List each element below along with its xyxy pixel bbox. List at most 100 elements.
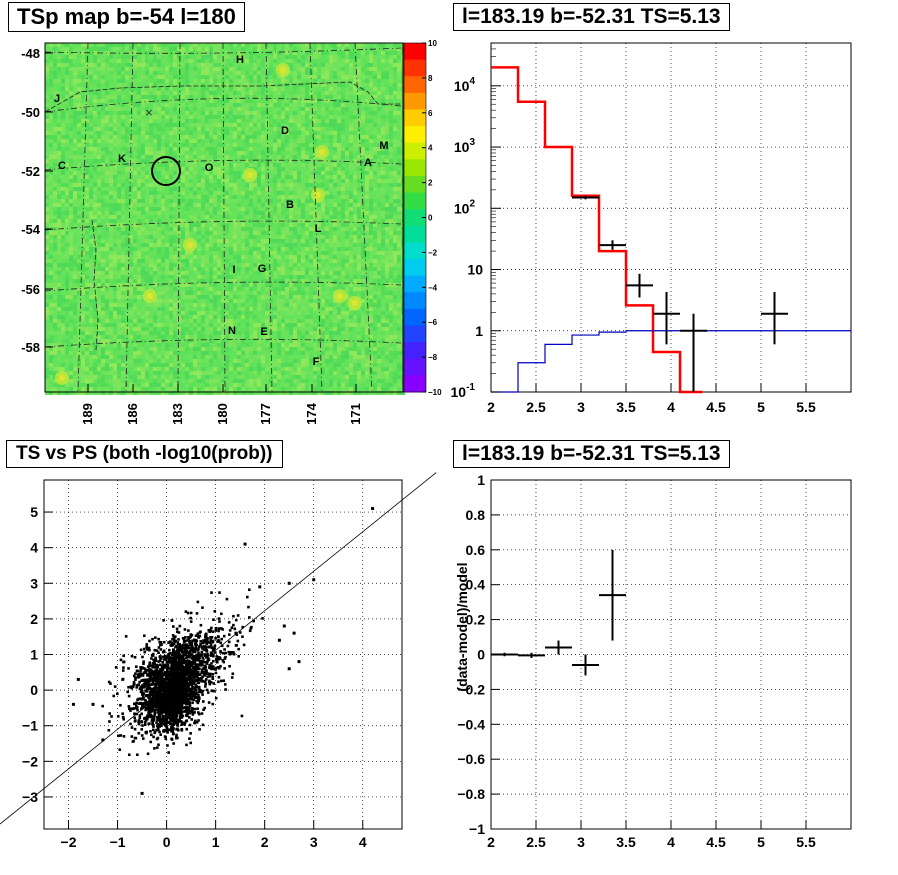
heatmap-cell bbox=[89, 75, 93, 79]
heatmap-cell bbox=[337, 139, 341, 143]
heatmap-cell bbox=[65, 167, 69, 171]
heatmap-cell bbox=[349, 167, 353, 171]
heatmap-cell bbox=[253, 107, 257, 111]
heatmap-cell bbox=[205, 183, 209, 187]
heatmap-cell bbox=[265, 223, 269, 227]
heatmap-cell bbox=[149, 171, 153, 175]
heatmap-cell bbox=[257, 67, 261, 71]
heatmap-cell bbox=[237, 95, 241, 99]
heatmap-cell bbox=[49, 75, 53, 79]
heatmap-cell bbox=[253, 247, 257, 251]
heatmap-cell bbox=[193, 87, 197, 91]
heatmap-cell bbox=[89, 107, 93, 111]
heatmap-cell bbox=[93, 199, 97, 203]
heatmap-cell bbox=[137, 67, 141, 71]
heatmap-cell bbox=[209, 211, 213, 215]
heatmap-cell bbox=[377, 155, 381, 159]
heatmap-cell bbox=[281, 83, 285, 87]
heatmap-cell bbox=[229, 191, 233, 195]
heatmap-cell bbox=[297, 67, 301, 71]
heatmap-cell bbox=[341, 259, 345, 263]
heatmap-cell bbox=[141, 51, 145, 55]
heatmap-cell bbox=[249, 103, 253, 107]
heatmap-cell bbox=[305, 155, 309, 159]
heatmap-cell bbox=[61, 75, 65, 79]
heatmap-cell bbox=[185, 135, 189, 139]
heatmap-cell bbox=[321, 143, 325, 147]
heatmap-cell bbox=[293, 59, 297, 63]
heatmap-cell bbox=[349, 243, 353, 247]
heatmap-cell bbox=[125, 71, 129, 75]
heatmap-cell bbox=[353, 111, 357, 115]
heatmap-cell bbox=[333, 151, 337, 155]
heatmap-cell bbox=[93, 155, 97, 159]
heatmap-cell bbox=[265, 235, 269, 239]
heatmap-cell bbox=[289, 171, 293, 175]
heatmap-cell bbox=[53, 79, 57, 83]
heatmap-cell bbox=[313, 99, 317, 103]
heatmap-cell bbox=[97, 75, 101, 79]
heatmap-cell bbox=[145, 227, 149, 231]
heatmap-cell bbox=[177, 139, 181, 143]
heatmap-cell bbox=[241, 179, 245, 183]
heatmap-cell bbox=[177, 191, 181, 195]
heatmap-cell bbox=[245, 43, 249, 47]
heatmap-cell bbox=[205, 171, 209, 175]
heatmap-cell bbox=[117, 99, 121, 103]
heatmap-cell bbox=[129, 131, 133, 135]
heatmap-cell bbox=[357, 55, 361, 59]
heatmap-cell bbox=[377, 203, 381, 207]
heatmap-cell bbox=[153, 135, 157, 139]
heatmap-cell bbox=[197, 207, 201, 211]
heatmap-cell bbox=[77, 247, 81, 251]
heatmap-cell bbox=[341, 123, 345, 127]
heatmap-cell bbox=[85, 111, 89, 115]
heatmap-cell bbox=[193, 131, 197, 135]
heatmap-cell bbox=[197, 87, 201, 91]
heatmap-cell bbox=[233, 135, 237, 139]
heatmap-cell bbox=[161, 187, 165, 191]
heatmap-cell bbox=[357, 51, 361, 55]
heatmap-cell bbox=[389, 75, 393, 79]
heatmap-cell bbox=[101, 243, 105, 247]
heatmap-cell bbox=[273, 127, 277, 131]
heatmap-cell bbox=[49, 67, 53, 71]
heatmap-cell bbox=[205, 59, 209, 63]
heatmap-cell bbox=[297, 183, 301, 187]
heatmap-cell bbox=[377, 67, 381, 71]
heatmap-cell bbox=[61, 131, 65, 135]
heatmap-cell bbox=[125, 179, 129, 183]
heatmap-cell bbox=[293, 231, 297, 235]
heatmap-cell bbox=[229, 199, 233, 203]
heatmap-cell bbox=[113, 99, 117, 103]
heatmap-cell bbox=[117, 63, 121, 67]
heatmap-cell bbox=[197, 251, 201, 255]
heatmap-cell bbox=[109, 47, 113, 51]
heatmap-cell bbox=[213, 47, 217, 51]
heatmap-cell bbox=[385, 139, 389, 143]
heatmap-cell bbox=[77, 239, 81, 243]
heatmap-cell bbox=[241, 235, 245, 239]
heatmap-cell bbox=[133, 183, 137, 187]
heatmap-cell bbox=[317, 43, 321, 47]
heatmap-cell bbox=[161, 151, 165, 155]
heatmap-cell bbox=[349, 107, 353, 111]
heatmap-cell bbox=[141, 111, 145, 115]
heatmap-cell bbox=[313, 155, 317, 159]
heatmap-cell bbox=[305, 251, 309, 255]
heatmap-cell bbox=[253, 179, 257, 183]
heatmap-cell bbox=[357, 215, 361, 219]
heatmap-cell bbox=[189, 255, 193, 259]
heatmap-cell bbox=[369, 83, 373, 87]
heatmap-cell bbox=[393, 75, 397, 79]
heatmap-cell bbox=[345, 255, 349, 259]
heatmap-cell bbox=[105, 167, 109, 171]
heatmap-cell bbox=[141, 259, 145, 263]
heatmap-cell bbox=[169, 223, 173, 227]
heatmap-cell bbox=[285, 135, 289, 139]
heatmap-cell bbox=[285, 51, 289, 55]
heatmap-cell bbox=[381, 75, 385, 79]
heatmap-cell bbox=[137, 235, 141, 239]
heatmap-cell bbox=[129, 219, 133, 223]
